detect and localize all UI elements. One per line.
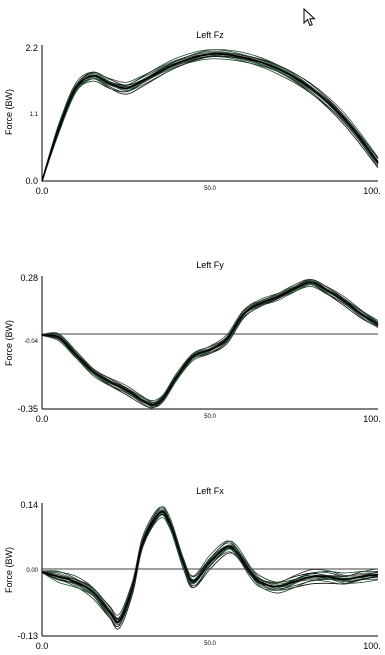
series-line-trial xyxy=(41,282,379,404)
series-line-trial xyxy=(41,506,379,620)
series-line-trial xyxy=(41,510,379,627)
x-tick-label: 0.0 xyxy=(36,186,49,196)
chart-title: Left Fx xyxy=(196,486,224,496)
y-axis-label: Force (BW) xyxy=(4,547,14,593)
x-tick-label: 0.0 xyxy=(36,414,49,424)
series-group xyxy=(41,506,379,630)
series-line-trial xyxy=(41,514,379,628)
series-line-trial xyxy=(41,284,379,409)
y-tick-label: 0.00 xyxy=(26,568,38,574)
y-tick-label: 0.14 xyxy=(20,500,38,510)
x-tick-label: 50.0 xyxy=(204,186,216,192)
y-tick-label: 0.0 xyxy=(25,176,38,186)
y-tick-label: -0.04 xyxy=(24,339,38,345)
series-line-trial xyxy=(41,279,379,406)
series-line-trial xyxy=(41,51,379,181)
series-line-trial xyxy=(41,281,379,409)
series-line-trial xyxy=(41,283,379,406)
series-line-trial xyxy=(41,509,379,616)
y-tick-label: 2.2 xyxy=(25,43,38,53)
series-line-trial xyxy=(41,49,379,181)
y-tick-label: -0.13 xyxy=(17,631,38,641)
series-line-trial xyxy=(41,278,379,404)
y-tick-label: 0.28 xyxy=(20,273,38,283)
series-line-trial xyxy=(41,517,379,623)
y-tick-label: 1.1 xyxy=(30,112,39,118)
chart-left-fx: Left Fx Force (BW) 0.14 0.00 -0.13 0.0 5… xyxy=(4,486,381,651)
chart-title: Left Fz xyxy=(196,30,224,40)
series-line-trial xyxy=(41,279,379,403)
x-tick-label: 50.0 xyxy=(204,414,216,420)
series-line-trial xyxy=(41,282,379,404)
series-line-trial xyxy=(41,285,379,406)
x-tick-label: 0.0 xyxy=(36,641,49,651)
series-line-trial xyxy=(41,50,379,181)
series-line-trial xyxy=(41,280,379,407)
series-line-trial xyxy=(41,513,379,630)
series-line-mean xyxy=(41,281,379,406)
arrow-pointer-icon xyxy=(303,8,316,27)
x-tick-label: 100. xyxy=(363,641,381,651)
chart-title: Left Fy xyxy=(196,260,224,270)
series-line-trial xyxy=(41,512,379,623)
chart-left-fy: Left Fy Force (BW) 0.28 -0.04 -0.35 0.0 … xyxy=(4,260,381,424)
y-axis-label: Force (BW) xyxy=(4,89,14,135)
series-line-trial xyxy=(41,281,379,402)
y-tick-label: -0.35 xyxy=(17,404,38,414)
series-group xyxy=(41,278,379,409)
series-line-trial xyxy=(41,514,379,621)
x-tick-label: 50.0 xyxy=(204,641,216,647)
x-tick-label: 100. xyxy=(363,414,381,424)
series-group xyxy=(41,49,379,182)
y-axis-label: Force (BW) xyxy=(4,320,14,366)
series-line-mean xyxy=(41,53,379,182)
series-line-trial xyxy=(41,49,379,181)
series-line-mean xyxy=(41,511,379,623)
x-tick-label: 100. xyxy=(363,186,381,196)
chart-left-fz: Left Fz Force (BW) 2.2 1.1 0.0 0.0 50.0 … xyxy=(4,30,381,196)
series-line-trial xyxy=(41,284,379,405)
series-line-trial xyxy=(41,281,379,407)
